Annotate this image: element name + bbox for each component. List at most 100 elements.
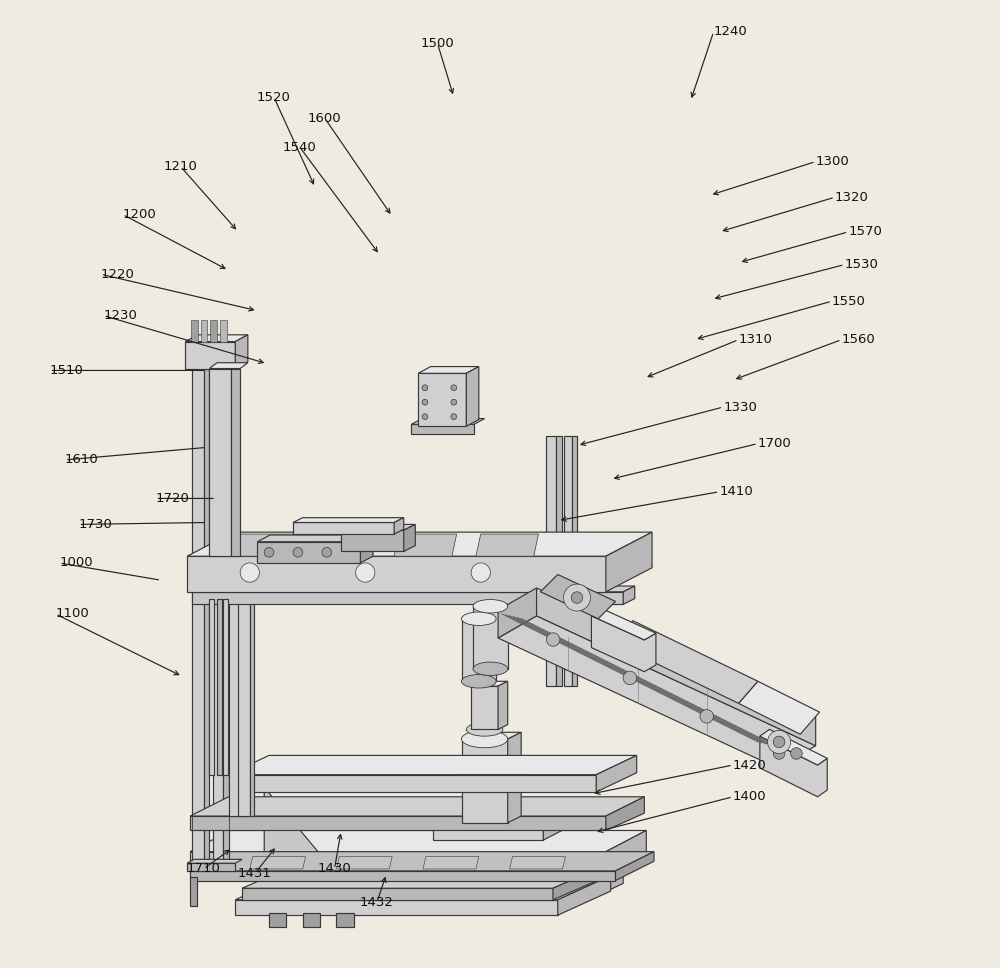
Polygon shape	[433, 809, 569, 823]
Polygon shape	[591, 616, 656, 672]
Polygon shape	[190, 852, 654, 871]
Text: 1000: 1000	[59, 557, 93, 569]
Polygon shape	[433, 823, 543, 840]
Polygon shape	[231, 534, 293, 557]
Circle shape	[546, 633, 560, 647]
Text: 1430: 1430	[318, 862, 351, 875]
Polygon shape	[229, 774, 596, 792]
Polygon shape	[190, 852, 606, 874]
Polygon shape	[418, 374, 466, 426]
Polygon shape	[250, 857, 306, 869]
Polygon shape	[615, 852, 654, 881]
Circle shape	[264, 548, 274, 558]
Polygon shape	[190, 871, 615, 881]
Polygon shape	[411, 418, 485, 424]
Polygon shape	[257, 542, 360, 563]
Polygon shape	[399, 860, 567, 874]
Polygon shape	[498, 616, 816, 768]
Polygon shape	[564, 436, 572, 686]
Polygon shape	[341, 530, 404, 552]
Polygon shape	[572, 436, 577, 686]
Polygon shape	[606, 797, 644, 831]
Bar	[220, 320, 227, 342]
Polygon shape	[192, 586, 635, 591]
Polygon shape	[543, 809, 569, 840]
Polygon shape	[553, 866, 604, 900]
Polygon shape	[471, 686, 498, 730]
Polygon shape	[399, 837, 615, 860]
Polygon shape	[185, 335, 248, 342]
Polygon shape	[462, 619, 496, 681]
Polygon shape	[466, 367, 479, 426]
Polygon shape	[606, 831, 646, 874]
Circle shape	[564, 584, 590, 611]
Bar	[269, 913, 286, 926]
Polygon shape	[293, 523, 394, 534]
Polygon shape	[411, 424, 474, 434]
Text: 1330: 1330	[723, 401, 757, 413]
Polygon shape	[394, 850, 623, 874]
Ellipse shape	[462, 731, 508, 747]
Polygon shape	[360, 535, 373, 563]
Polygon shape	[606, 532, 652, 591]
Polygon shape	[217, 599, 222, 774]
Polygon shape	[213, 369, 223, 866]
Circle shape	[700, 710, 713, 723]
Text: 1400: 1400	[733, 790, 767, 803]
Polygon shape	[209, 599, 214, 774]
Polygon shape	[209, 363, 248, 369]
Polygon shape	[192, 363, 211, 369]
Polygon shape	[187, 860, 242, 863]
Ellipse shape	[462, 675, 496, 688]
Polygon shape	[187, 557, 606, 591]
Polygon shape	[204, 369, 209, 866]
Polygon shape	[192, 369, 204, 866]
Polygon shape	[257, 535, 373, 542]
Polygon shape	[190, 877, 197, 905]
Text: 1420: 1420	[733, 759, 767, 771]
Polygon shape	[336, 857, 392, 869]
Polygon shape	[231, 369, 240, 557]
Polygon shape	[498, 588, 537, 638]
Polygon shape	[204, 363, 217, 369]
Polygon shape	[510, 857, 565, 869]
Circle shape	[623, 671, 637, 684]
Polygon shape	[540, 574, 615, 619]
Polygon shape	[240, 599, 244, 816]
Polygon shape	[623, 586, 635, 604]
Circle shape	[451, 400, 457, 405]
Polygon shape	[591, 609, 656, 640]
Circle shape	[451, 385, 457, 391]
Polygon shape	[187, 863, 235, 871]
Text: 1510: 1510	[50, 364, 83, 377]
Ellipse shape	[466, 723, 503, 736]
Text: 1100: 1100	[55, 608, 89, 620]
Polygon shape	[537, 588, 816, 745]
Polygon shape	[229, 755, 637, 774]
Polygon shape	[235, 900, 558, 915]
Polygon shape	[223, 599, 228, 774]
Text: 1520: 1520	[257, 91, 291, 104]
Text: 1320: 1320	[835, 191, 869, 203]
Text: 1200: 1200	[123, 208, 156, 221]
Circle shape	[791, 747, 802, 759]
Circle shape	[422, 385, 428, 391]
Polygon shape	[572, 850, 623, 907]
Polygon shape	[423, 857, 479, 869]
Text: 1610: 1610	[65, 453, 99, 467]
Polygon shape	[596, 755, 637, 792]
Bar	[191, 320, 198, 342]
Polygon shape	[471, 681, 508, 686]
Text: 1600: 1600	[308, 111, 342, 125]
Polygon shape	[394, 534, 457, 557]
Polygon shape	[264, 787, 336, 874]
Polygon shape	[473, 606, 508, 669]
Polygon shape	[187, 532, 652, 557]
Bar	[303, 913, 320, 926]
Text: 1230: 1230	[103, 309, 137, 322]
Ellipse shape	[473, 599, 508, 613]
Text: 1570: 1570	[848, 226, 882, 238]
Polygon shape	[558, 876, 611, 915]
Text: 1730: 1730	[78, 518, 112, 530]
Circle shape	[768, 731, 791, 753]
